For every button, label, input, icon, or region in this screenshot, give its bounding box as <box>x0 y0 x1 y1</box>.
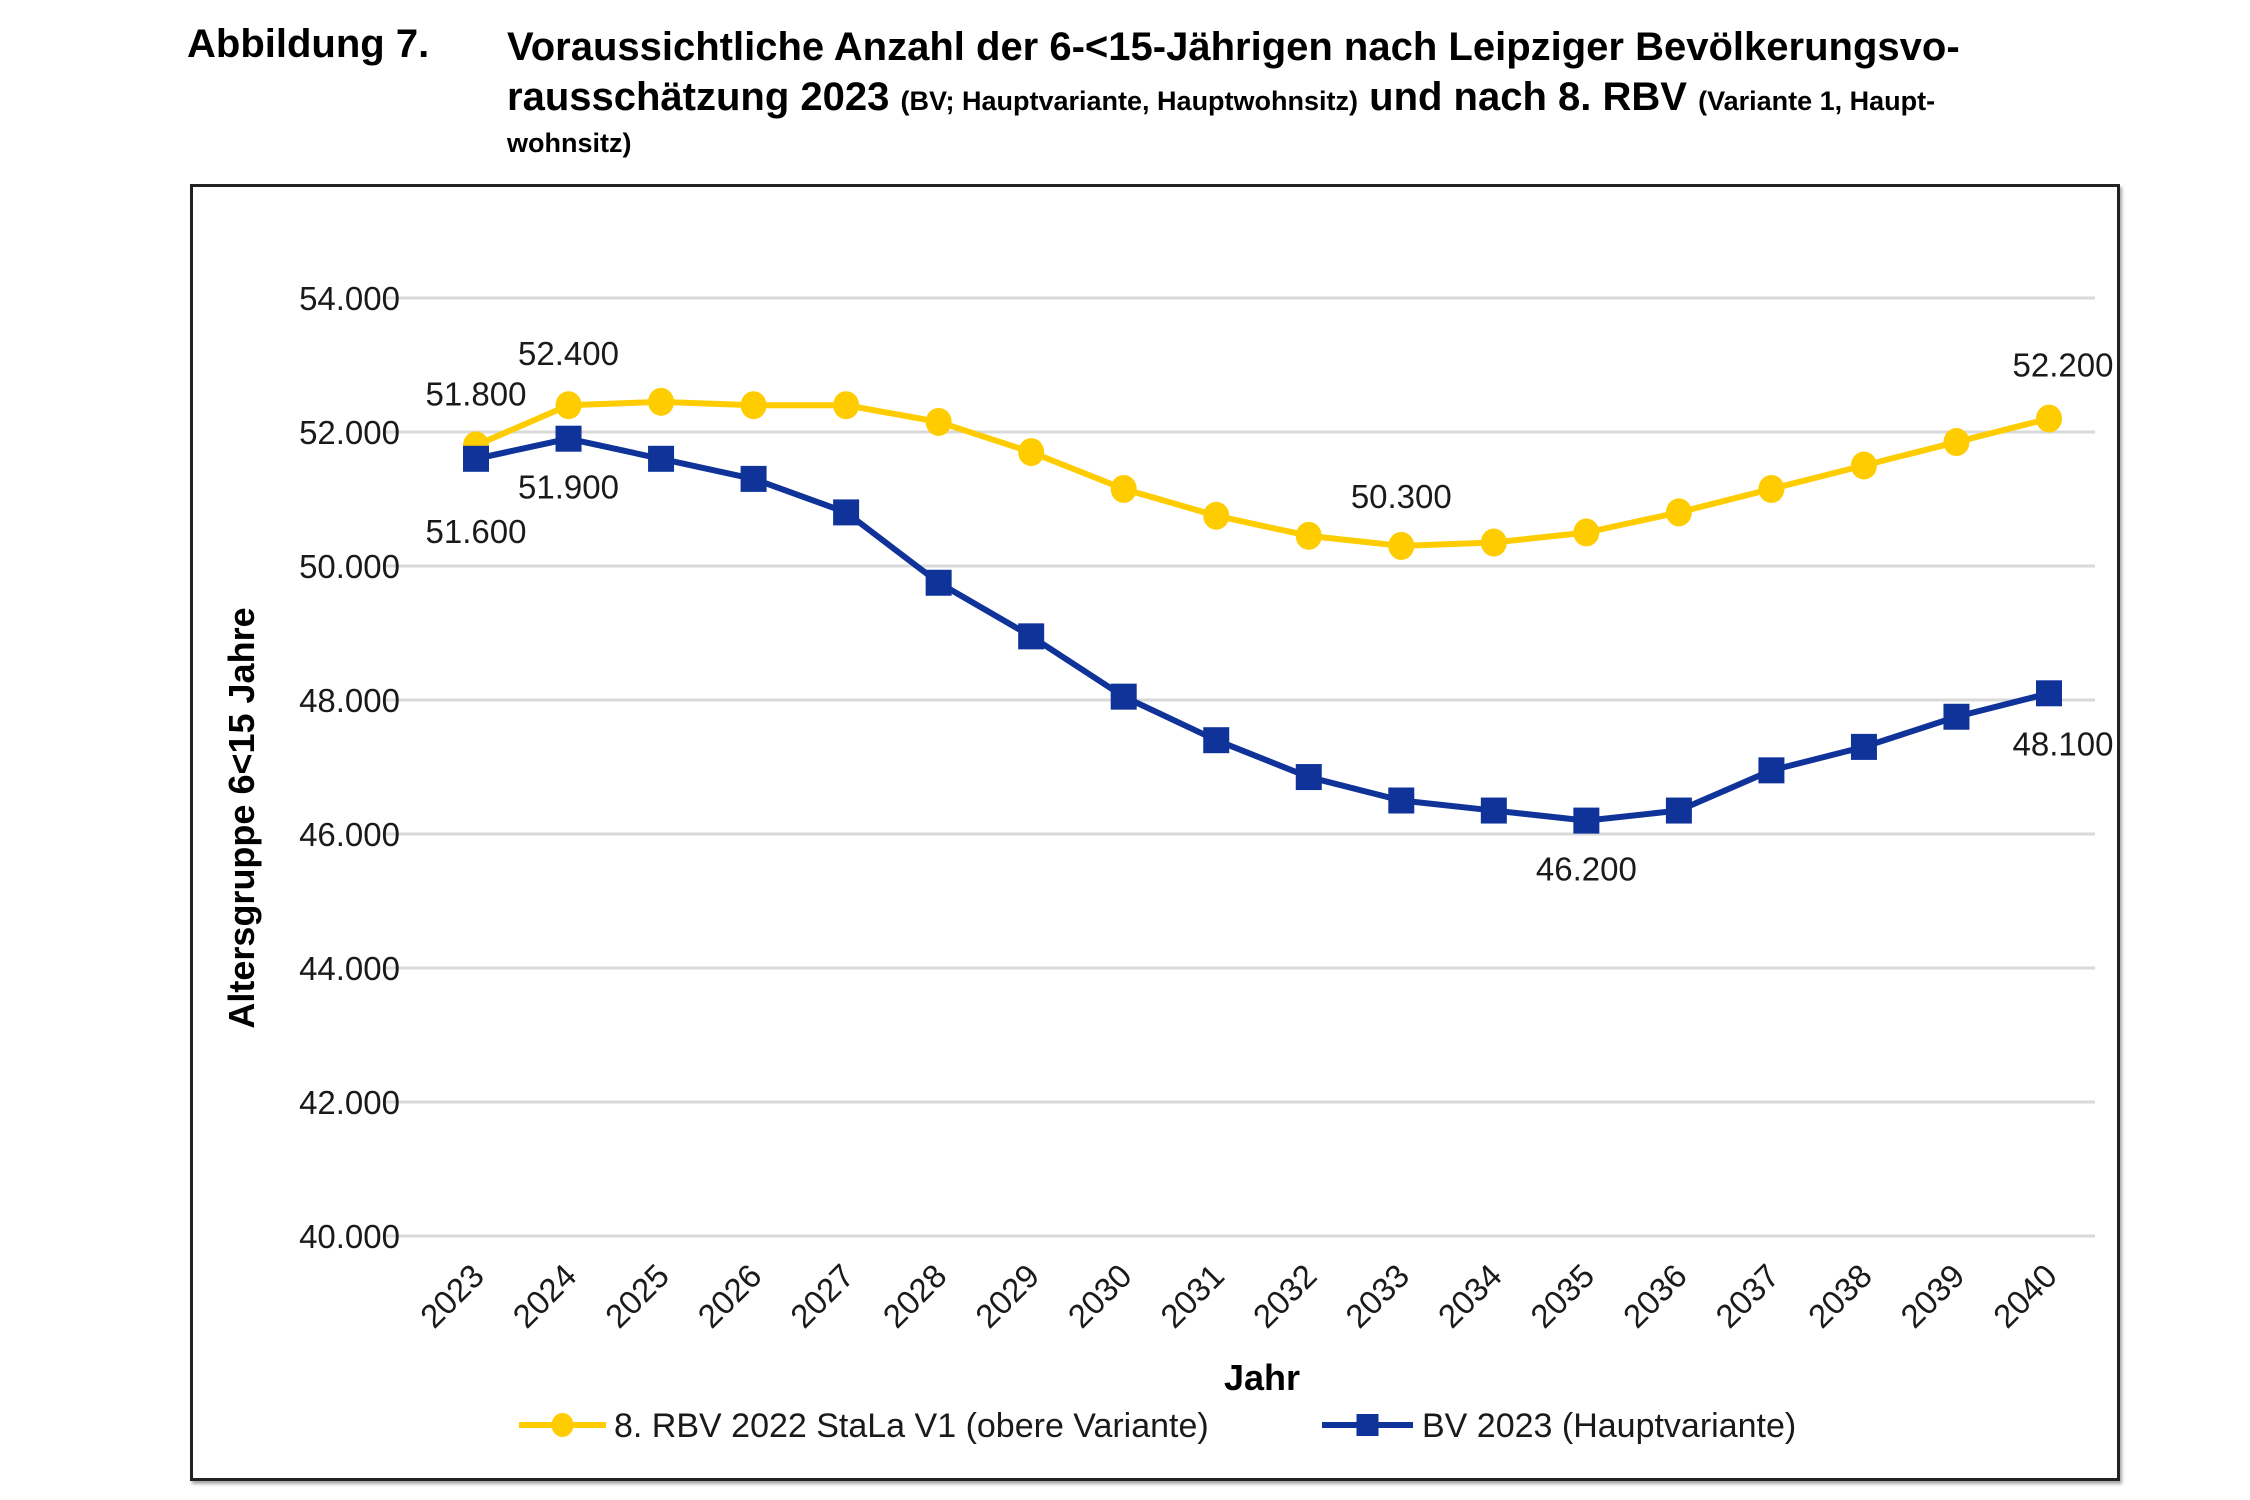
data-point <box>648 445 675 472</box>
legend-label: 8. RBV 2022 StaLa V1 (obere Variante) <box>614 1407 1209 1445</box>
y-tick-label: 50.000 <box>299 548 400 585</box>
x-tick-label: 2032 <box>1246 1257 1324 1335</box>
x-tick-label: 2033 <box>1338 1257 1416 1335</box>
data-label: 51.600 <box>426 513 527 550</box>
data-label: 51.900 <box>518 469 619 506</box>
data-point <box>648 387 675 416</box>
y-tick-label: 40.000 <box>299 1218 400 1255</box>
data-point <box>555 425 582 452</box>
data-point <box>1480 528 1507 557</box>
x-tick-label: 2037 <box>1708 1257 1786 1335</box>
y-tick-label: 52.000 <box>299 414 400 451</box>
x-tick-label: 2040 <box>1986 1257 2064 1335</box>
data-point <box>1943 703 1970 730</box>
data-point <box>1480 797 1507 824</box>
y-axis-ticks: 40.000 42.000 44.000 46.000 48.000 50.000 52.0… <box>299 280 400 1255</box>
x-axis-title: Jahr <box>1224 1357 1300 1398</box>
x-axis-ticks: 2023 2024 2025 2026 2027 2028 2029 2030 2031 2032… <box>413 1257 2064 1335</box>
x-tick-label: 2038 <box>1801 1257 1879 1335</box>
data-label: 46.200 <box>1536 851 1637 888</box>
data-point <box>1573 807 1600 834</box>
data-label: 50.300 <box>1351 478 1452 515</box>
data-point <box>1110 683 1137 710</box>
legend-marker-square-icon <box>1356 1414 1379 1436</box>
gridlines <box>386 296 2095 1238</box>
data-point <box>1758 757 1785 784</box>
series-bv-2023 <box>463 425 2062 834</box>
data-point <box>1758 474 1785 503</box>
figure-title-line2d: (Variante 1, Haupt- <box>1698 86 1936 116</box>
data-point <box>1018 438 1045 467</box>
x-tick-label: 2027 <box>783 1257 861 1335</box>
legend: 8. RBV 2022 StaLa V1 (obere Variante) BV … <box>519 1407 1796 1445</box>
x-tick-label: 2034 <box>1431 1257 1509 1335</box>
y-tick-label: 46.000 <box>299 816 400 853</box>
data-point <box>740 465 767 492</box>
data-label: 48.100 <box>2013 725 2114 762</box>
x-tick-label: 2025 <box>598 1257 676 1335</box>
x-tick-label: 2029 <box>968 1257 1046 1335</box>
data-point <box>555 391 582 420</box>
x-tick-label: 2028 <box>876 1257 954 1335</box>
x-tick-label: 2023 <box>413 1257 491 1335</box>
data-point <box>833 391 860 420</box>
figure-title-line2a: rausschätzung 2023 <box>507 75 901 119</box>
figure-title-line2c: und nach 8. RBV <box>1358 75 1699 119</box>
data-point <box>1388 531 1415 560</box>
series-line <box>475 435 2050 824</box>
y-axis-title: Altersgruppe 6<15 Jahre <box>221 607 262 1028</box>
data-point <box>2036 680 2062 707</box>
figure-title-line3: wohnsitz) <box>507 128 632 158</box>
legend-label: BV 2023 (Hauptvariante) <box>1422 1407 1796 1445</box>
x-tick-label: 2039 <box>1893 1257 1971 1335</box>
x-tick-label: 2031 <box>1153 1257 1231 1335</box>
figure-title: Voraussichtliche Anzahl der 6-<15-Jährig… <box>507 22 2127 160</box>
figure-title-line1: Voraussichtliche Anzahl der 6-<15-Jährig… <box>507 25 1960 69</box>
series-rbv-2022 <box>463 387 2062 560</box>
data-point <box>740 391 767 420</box>
data-label: 52.200 <box>2013 347 2114 384</box>
series-line <box>474 398 2050 549</box>
data-point <box>1850 451 1877 480</box>
data-point <box>833 499 860 526</box>
data-point <box>925 407 952 436</box>
data-label: 51.800 <box>426 375 527 412</box>
data-point <box>1295 764 1322 791</box>
data-point <box>1203 727 1230 754</box>
x-tick-label: 2036 <box>1616 1257 1694 1335</box>
data-point <box>1943 428 1970 457</box>
data-point <box>1388 787 1415 814</box>
legend-item: 8. RBV 2022 StaLa V1 (obere Variante) <box>519 1407 1209 1445</box>
figure-label: Abbildung 7. <box>187 22 430 66</box>
y-tick-label: 54.000 <box>299 280 400 317</box>
x-tick-label: 2026 <box>690 1257 768 1335</box>
y-tick-label: 42.000 <box>299 1084 400 1121</box>
data-point <box>1110 474 1137 503</box>
legend-marker-circle-icon <box>551 1413 574 1437</box>
legend-item: BV 2023 (Hauptvariante) <box>1322 1407 1796 1445</box>
data-point <box>1850 733 1877 760</box>
y-tick-label: 44.000 <box>299 950 400 987</box>
data-point <box>1665 498 1692 527</box>
data-point <box>2036 404 2062 433</box>
x-tick-label: 2035 <box>1523 1257 1601 1335</box>
data-point <box>925 569 952 596</box>
data-label: 52.400 <box>518 335 619 372</box>
data-point <box>1665 797 1692 824</box>
data-point <box>1573 518 1600 547</box>
data-point <box>1295 521 1322 550</box>
data-point <box>1203 501 1230 530</box>
y-tick-label: 48.000 <box>299 682 400 719</box>
series <box>463 387 2062 834</box>
x-tick-label: 2030 <box>1061 1257 1139 1335</box>
figure-title-line2b: (BV; Hauptvariante, Hauptwohnsitz) <box>900 86 1359 116</box>
data-point <box>463 445 489 472</box>
data-point <box>1018 623 1045 650</box>
x-tick-label: 2024 <box>505 1257 583 1335</box>
